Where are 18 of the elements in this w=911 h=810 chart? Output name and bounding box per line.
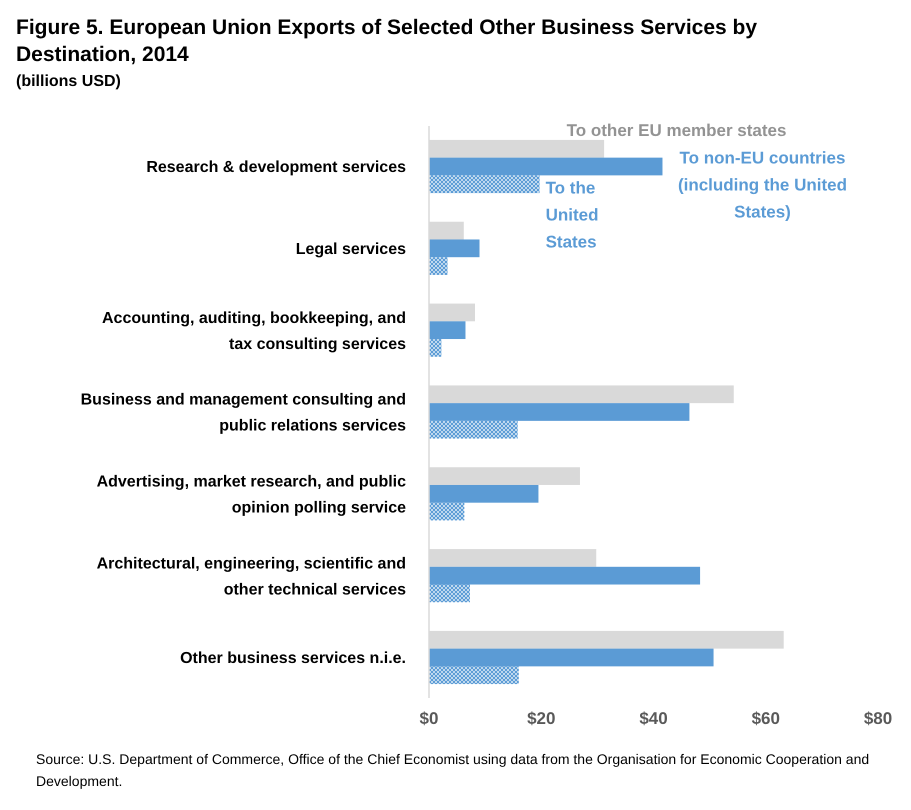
series-label: To the United States <box>546 178 598 252</box>
x-tick-label: $80 <box>864 709 892 728</box>
y-tick-label: Research & development services <box>146 159 406 176</box>
x-tick-label: $60 <box>752 709 780 728</box>
text: (billions USD) <box>16 73 121 90</box>
x-tick-label: $40 <box>639 709 668 728</box>
series-label: To non-EU countries (including the United States) <box>678 148 848 222</box>
x-tick-label: $20 <box>527 709 556 728</box>
x-tick-label: $0 <box>420 709 438 728</box>
y-tick-label: Business and management consulting and public relations services <box>80 392 406 435</box>
y-tick-label: Advertising, market research, and public opinion polling service <box>96 473 406 516</box>
y-tick-label: Other business services n.i.e. <box>180 650 406 668</box>
y-tick-label: Architectural, engineering, scientific and other technical services <box>96 555 406 598</box>
y-tick-label: Legal services <box>296 240 406 258</box>
chart-title: Figure 5. European Union Exports of Selected Other Business Services by Destination, 2014 <box>16 16 758 66</box>
y-tick-label: Accounting, auditing, bookkeeping, and tax consulting services <box>102 310 406 353</box>
source-note: Source: U.S. Department of Commerce, Office of the Chief Economist using data from the Organisation for Economic Cooperation and Development. <box>36 751 870 789</box>
series-label: To other EU member states <box>566 120 786 140</box>
